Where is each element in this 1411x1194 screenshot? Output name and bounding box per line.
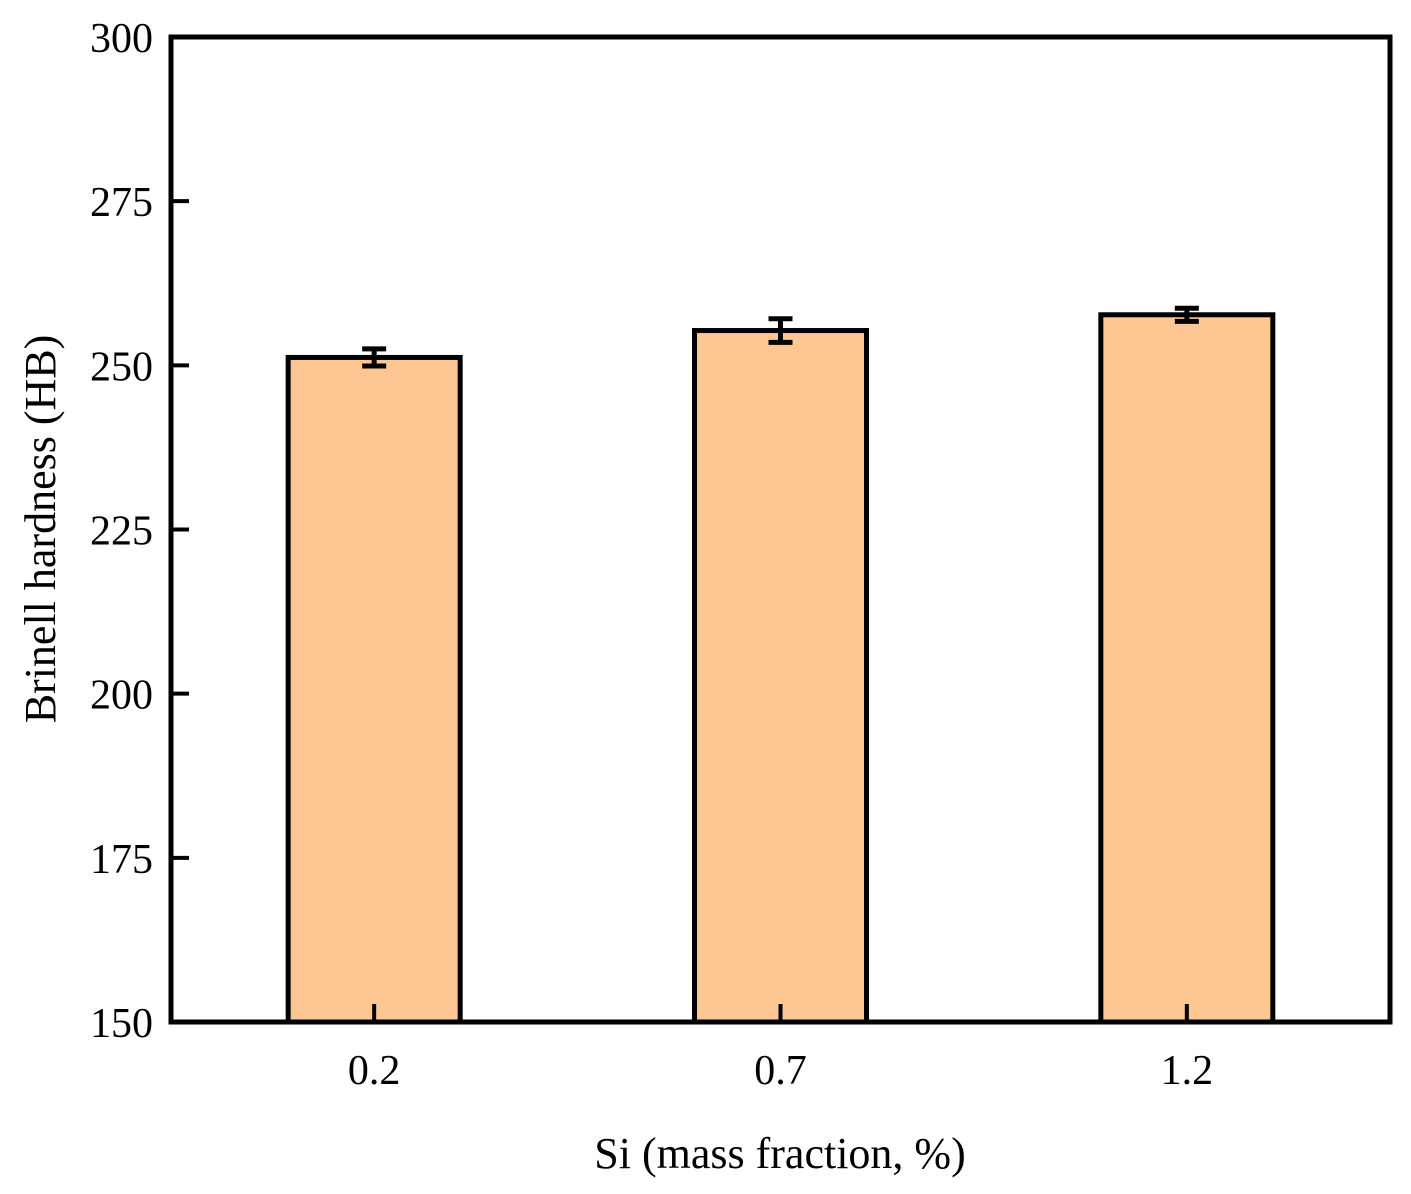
error-bar-0-7 (768, 316, 793, 345)
bar-0-2 (285, 354, 463, 1025)
y-tick-label-225: 225 (90, 509, 153, 555)
x-tick-label-0-7: 0.7 (754, 1048, 807, 1094)
plot-frame (168, 34, 1393, 1025)
x-tick-label-1-2: 1.2 (1161, 1048, 1214, 1094)
y-axis-title: Brinell hardness (HB) (16, 335, 65, 724)
y-tick-label-150: 150 (90, 1001, 153, 1047)
x-axis-title: Si (mass fraction, %) (594, 1129, 965, 1178)
y-tick-label-200: 200 (90, 673, 153, 719)
bars-layer (285, 312, 1276, 1025)
bar-0-7 (692, 328, 869, 1025)
y-tick-label-250: 250 (90, 344, 153, 390)
error-bars-layer (362, 305, 1199, 369)
x-tick-label-0-2: 0.2 (348, 1048, 401, 1094)
bar-1-2 (1098, 312, 1276, 1025)
y-tick-label-175: 175 (90, 837, 153, 883)
error-bar-0-2 (362, 346, 387, 369)
y-tick-label-275: 275 (90, 180, 153, 226)
error-bar-1-2 (1174, 305, 1199, 324)
y-tick-label-300: 300 (90, 16, 153, 62)
ticks-layer: 150 175 200 225 250 275 300 0.2 0.7 1.2 (90, 16, 1213, 1094)
